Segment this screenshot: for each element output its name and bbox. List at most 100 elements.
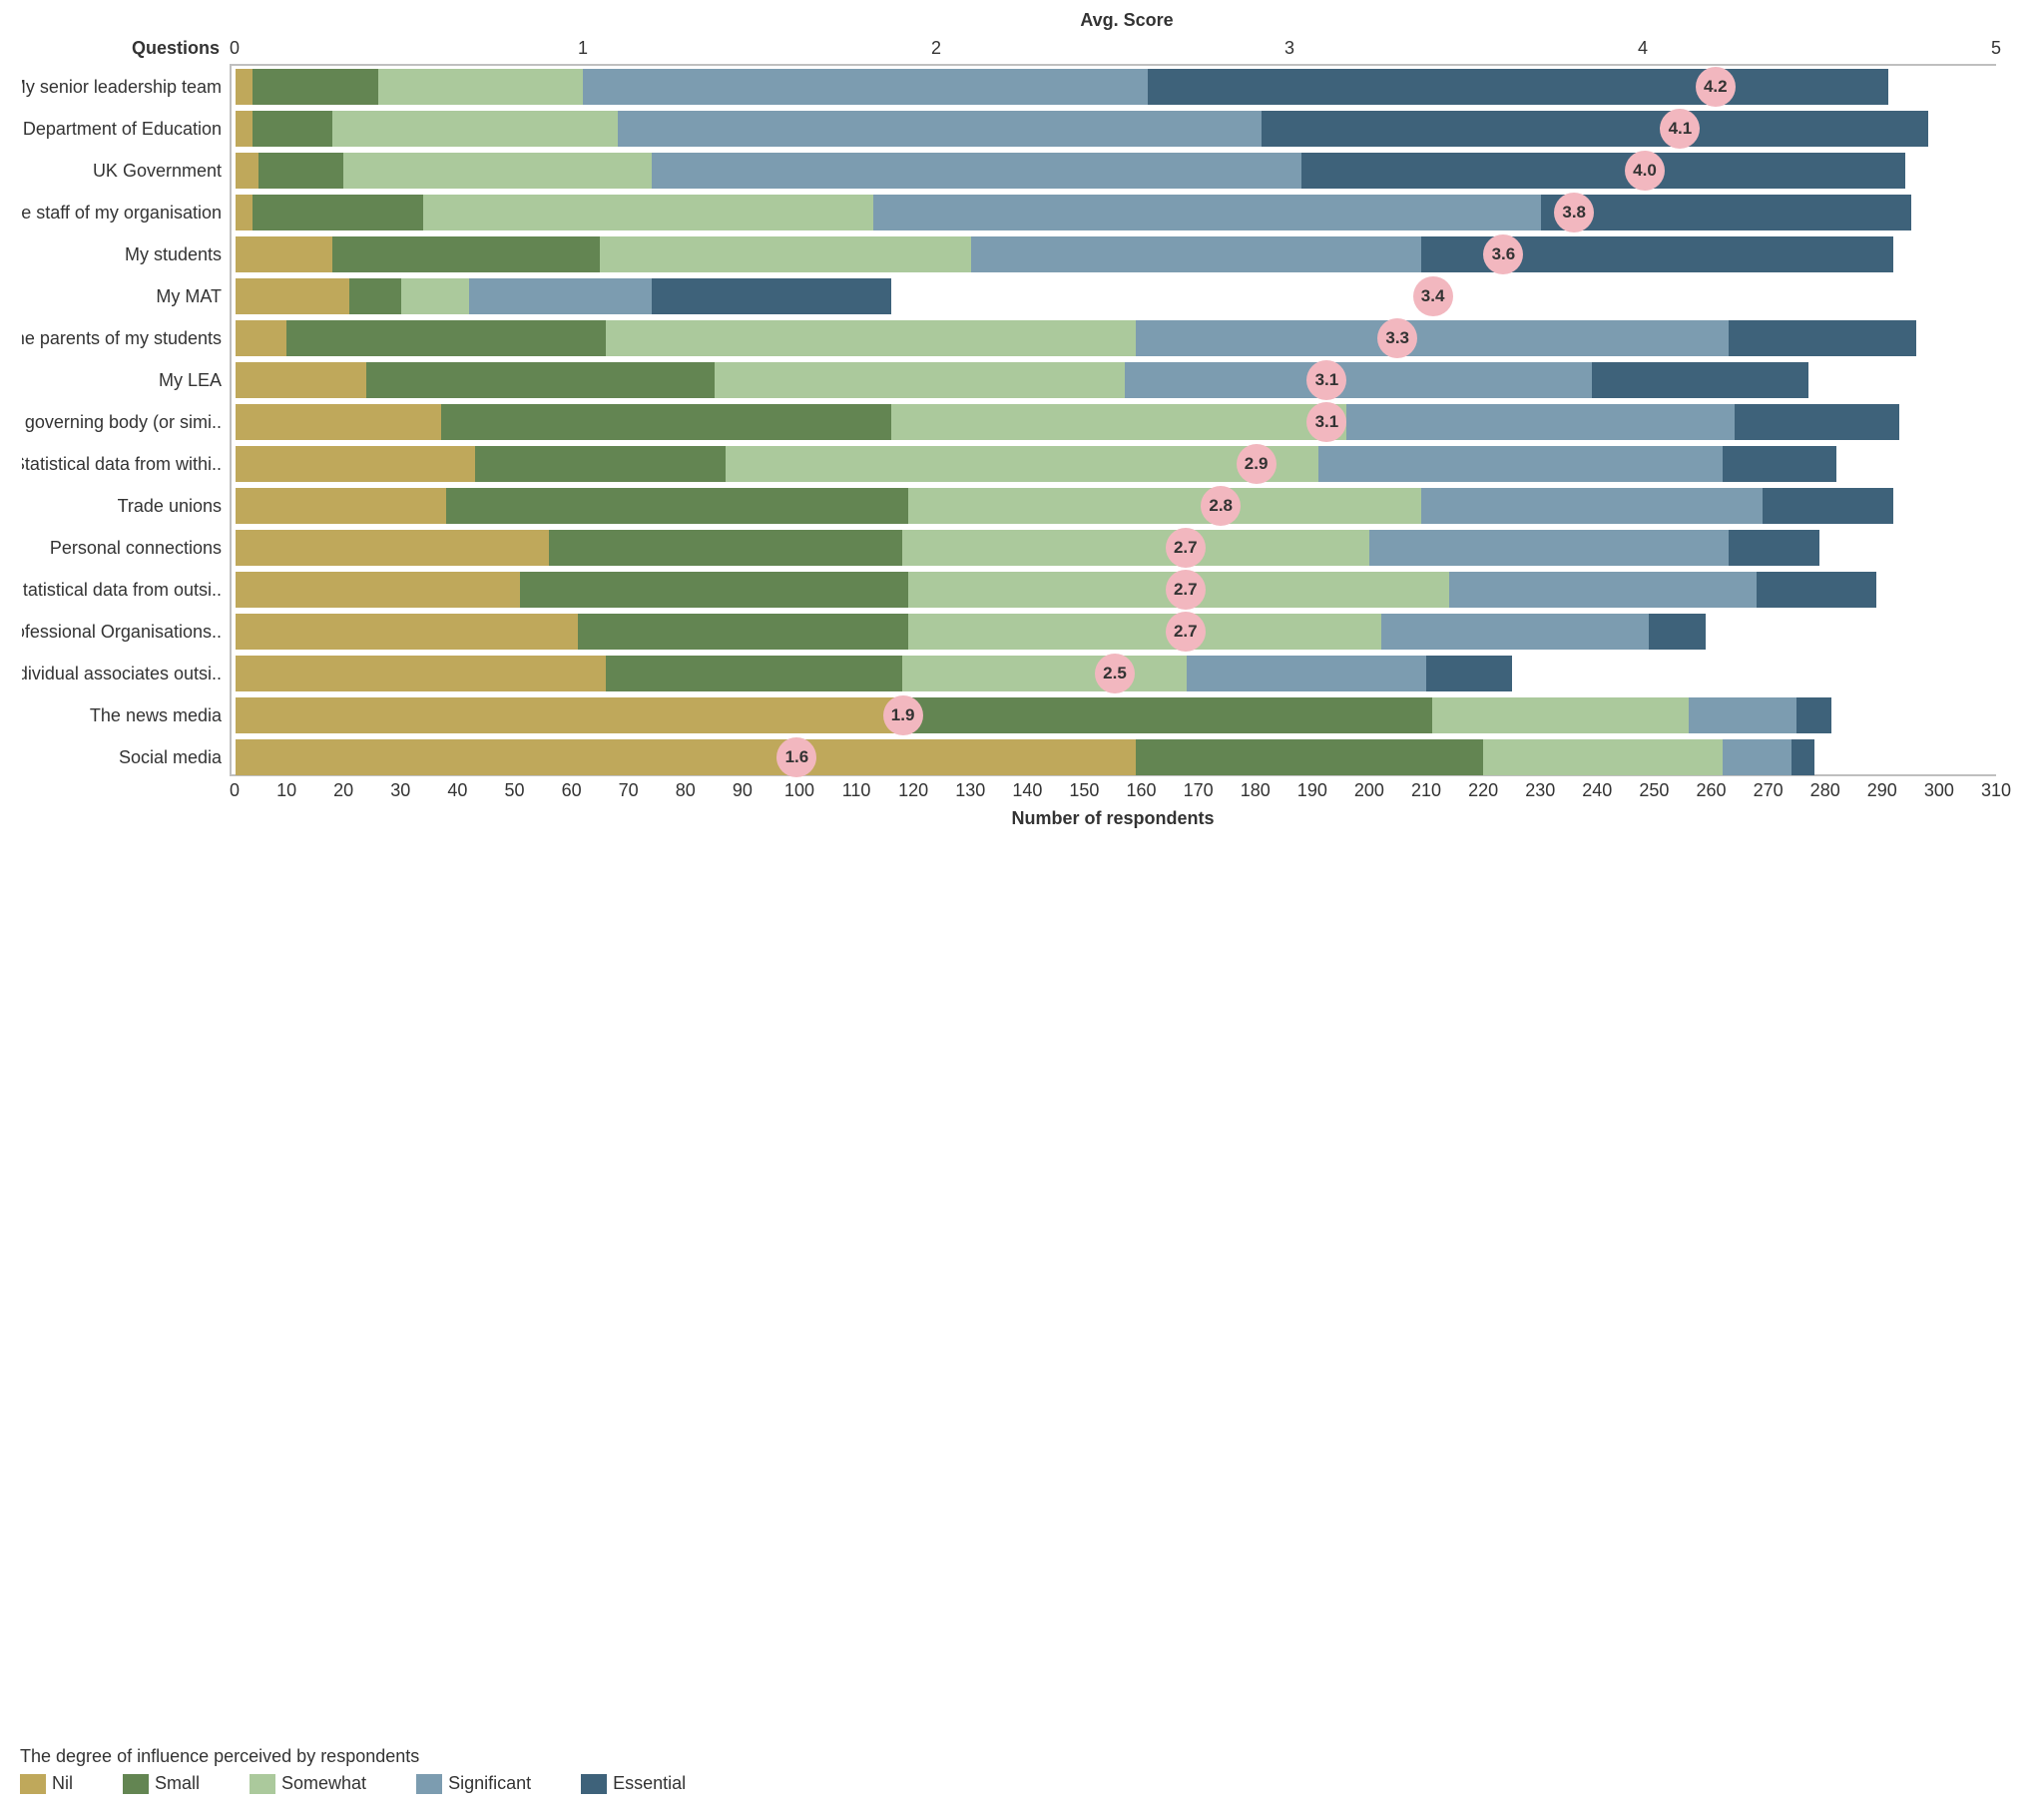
- bar-segment-nil: [236, 195, 253, 230]
- legend-label: Somewhat: [281, 1773, 366, 1794]
- bar-segment-nil: [236, 614, 578, 650]
- legend-swatch: [581, 1774, 607, 1794]
- legend-item: Significant: [416, 1773, 531, 1794]
- bar-segment-somewhat: [606, 320, 1136, 356]
- bar-segment-essential: [1301, 153, 1905, 189]
- bar-row: Individual associates outsi..2.5: [232, 653, 1996, 694]
- bar-segment-nil: [236, 69, 253, 105]
- bar-segment-nil: [236, 153, 258, 189]
- bar-row: My MAT3.4: [232, 275, 1996, 317]
- legend-title: The degree of influence perceived by res…: [20, 1746, 2024, 1767]
- legend-item: Somewhat: [250, 1773, 366, 1794]
- bottom-axis-tick: 180: [1241, 780, 1271, 801]
- bar-segment-small: [520, 572, 907, 608]
- bar-segment-small: [578, 614, 908, 650]
- bottom-axis-tick: 270: [1754, 780, 1784, 801]
- bar-segment-nil: [236, 362, 366, 398]
- y-axis-title: Questions: [20, 38, 220, 59]
- bar-segment-significant: [1318, 446, 1723, 482]
- bar-segment-small: [349, 278, 400, 314]
- bottom-axis-tick: 50: [504, 780, 524, 801]
- bar-track: [236, 446, 1836, 482]
- bar-segment-essential: [1796, 697, 1830, 733]
- bar-segment-significant: [1136, 320, 1729, 356]
- bar-row-label: My MAT: [22, 275, 222, 317]
- bar-segment-nil: [236, 404, 441, 440]
- top-axis-ticks: 012345: [230, 38, 2024, 62]
- bar-segment-nil: [236, 572, 520, 608]
- bar-segment-nil: [236, 656, 606, 691]
- bar-track: [236, 320, 1916, 356]
- bar-segment-small: [258, 153, 344, 189]
- bar-row: Personal connections2.7: [232, 527, 1996, 569]
- bar-segment-small: [441, 404, 891, 440]
- bottom-axis-tick: 160: [1127, 780, 1157, 801]
- bar-segment-significant: [1346, 404, 1734, 440]
- bar-row: Statistical data from outsi..2.7: [232, 569, 1996, 611]
- bar-segment-significant: [652, 153, 1301, 189]
- bar-row-label: Statistical data from withi..: [22, 443, 222, 485]
- legend-label: Significant: [448, 1773, 531, 1794]
- bar-track: [236, 404, 1899, 440]
- avg-score-marker: 2.5: [1095, 654, 1135, 693]
- avg-score-marker: 3.3: [1377, 318, 1417, 358]
- bar-row: My LEA3.1: [232, 359, 1996, 401]
- bar-row: My senior leadership team4.2: [232, 66, 1996, 108]
- bar-segment-somewhat: [902, 656, 1187, 691]
- bar-row-label: The news media: [22, 694, 222, 736]
- bottom-axis-tick: 260: [1696, 780, 1726, 801]
- bar-row-label: My students: [22, 233, 222, 275]
- bar-segment-nil: [236, 278, 349, 314]
- avg-score-marker: 2.7: [1166, 570, 1206, 610]
- bar-row-label: Professional Organisations..: [22, 611, 222, 653]
- top-axis-title: Avg. Score: [230, 10, 2024, 31]
- bottom-axis-tick: 290: [1867, 780, 1897, 801]
- bar-row: The staff of my organisation3.8: [232, 192, 1996, 233]
- bar-row: The news media1.9: [232, 694, 1996, 736]
- bottom-axis-tick: 90: [733, 780, 753, 801]
- bar-row-label: Department of Education: [22, 108, 222, 150]
- bar-row: Professional Organisations..2.7: [232, 611, 1996, 653]
- bar-segment-small: [475, 446, 726, 482]
- bar-segment-significant: [469, 278, 652, 314]
- bar-row-label: Personal connections: [22, 527, 222, 569]
- bar-segment-somewhat: [332, 111, 617, 147]
- bar-segment-small: [366, 362, 714, 398]
- bar-row: My students3.6: [232, 233, 1996, 275]
- bar-segment-somewhat: [1432, 697, 1689, 733]
- bar-segment-small: [606, 656, 902, 691]
- bar-segment-nil: [236, 739, 1136, 775]
- bar-track: [236, 697, 1831, 733]
- bottom-axis-tick: 120: [898, 780, 928, 801]
- avg-score-marker: 1.9: [883, 695, 923, 735]
- bar-segment-significant: [1125, 362, 1592, 398]
- avg-score-marker: 3.8: [1554, 193, 1594, 232]
- bar-segment-significant: [618, 111, 1262, 147]
- avg-score-marker: 4.0: [1625, 151, 1665, 191]
- bar-segment-somewhat: [378, 69, 584, 105]
- legend-label: Essential: [613, 1773, 686, 1794]
- avg-score-marker: 4.1: [1660, 109, 1700, 149]
- bar-segment-somewhat: [1483, 739, 1723, 775]
- bar-row-label: The parents of my students: [22, 317, 222, 359]
- bar-segment-essential: [1541, 195, 1911, 230]
- avg-score-marker: 2.9: [1237, 444, 1277, 484]
- legend: The degree of influence perceived by res…: [20, 1746, 2024, 1794]
- bottom-axis-tick: 40: [447, 780, 467, 801]
- top-axis-tick: 0: [230, 38, 240, 59]
- bottom-axis-ticks: 0102030405060708090100110120130140150160…: [230, 780, 1996, 804]
- bottom-axis-tick: 130: [955, 780, 985, 801]
- bar-segment-essential: [652, 278, 891, 314]
- bottom-axis-tick: 150: [1069, 780, 1099, 801]
- top-axis-tick: 3: [1284, 38, 1294, 59]
- bar-segment-somewhat: [902, 530, 1369, 566]
- bar-segment-somewhat: [891, 404, 1347, 440]
- avg-score-marker: 1.6: [776, 737, 816, 777]
- bar-segment-essential: [1649, 614, 1706, 650]
- avg-score-marker: 3.4: [1413, 276, 1453, 316]
- bottom-axis-tick: 230: [1525, 780, 1555, 801]
- bar-segment-significant: [1421, 488, 1764, 524]
- bar-segment-somewhat: [726, 446, 1318, 482]
- bottom-axis-tick: 280: [1810, 780, 1840, 801]
- bar-segment-essential: [1757, 572, 1876, 608]
